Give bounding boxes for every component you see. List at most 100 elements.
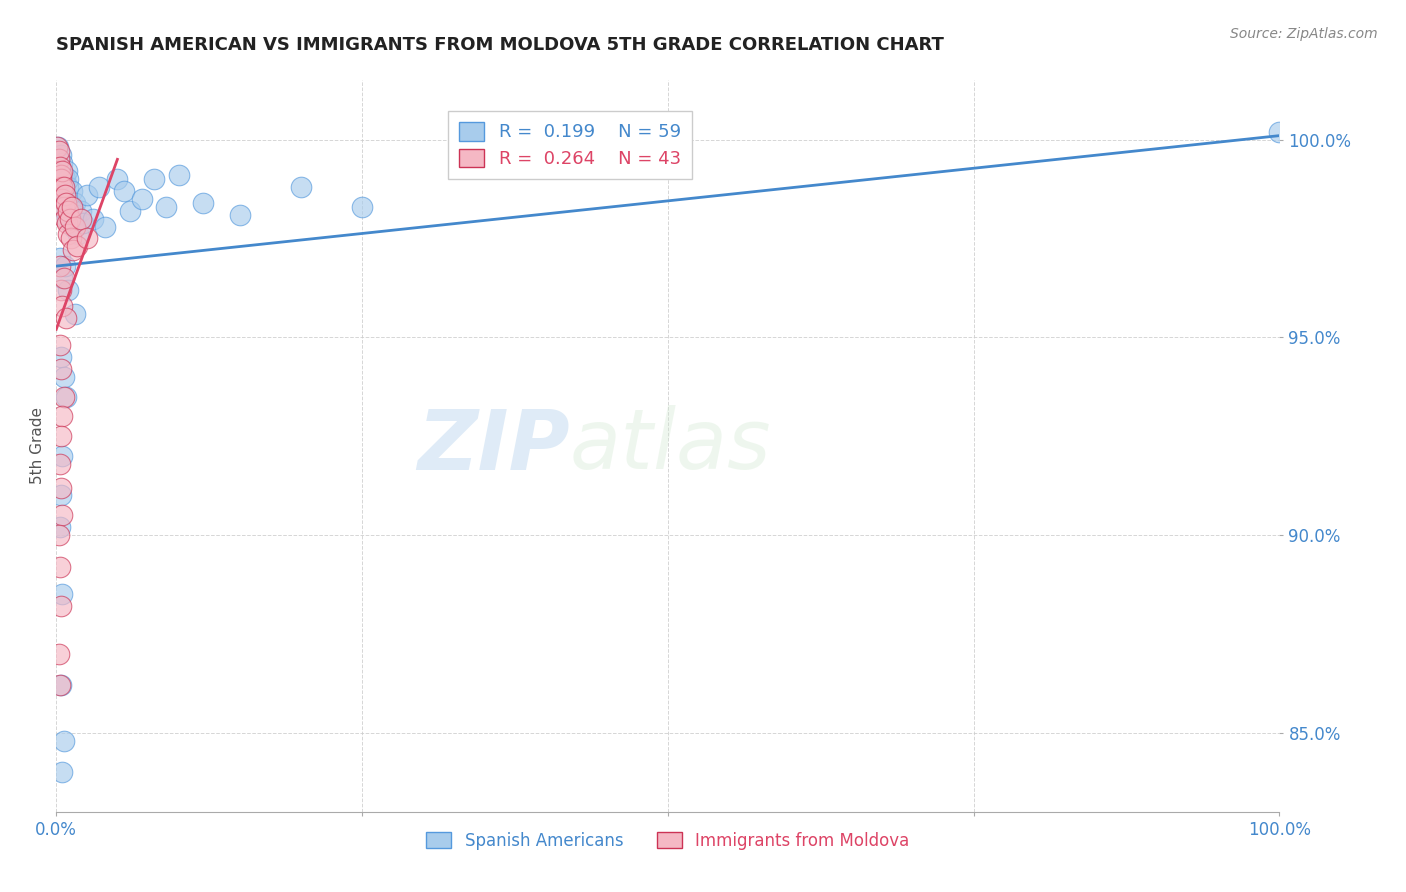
Point bbox=[49, 172, 72, 186]
Point bbox=[65, 208, 87, 222]
Point bbox=[58, 203, 80, 218]
Point bbox=[56, 211, 79, 226]
Point bbox=[59, 211, 82, 226]
Point bbox=[55, 390, 77, 404]
Point bbox=[48, 145, 70, 159]
Text: SPANISH AMERICAN VS IMMIGRANTS FROM MOLDOVA 5TH GRADE CORRELATION CHART: SPANISH AMERICAN VS IMMIGRANTS FROM MOLD… bbox=[56, 36, 943, 54]
Point bbox=[52, 192, 75, 206]
Point bbox=[52, 390, 75, 404]
Point bbox=[49, 429, 72, 443]
Point bbox=[51, 409, 73, 424]
Point bbox=[66, 239, 89, 253]
Point bbox=[52, 168, 75, 182]
Point bbox=[49, 678, 72, 692]
Point bbox=[49, 488, 72, 502]
Point bbox=[49, 520, 72, 534]
Point bbox=[51, 508, 73, 523]
Point bbox=[131, 192, 153, 206]
Point bbox=[49, 457, 72, 471]
Point bbox=[53, 259, 76, 273]
Point bbox=[51, 164, 73, 178]
Point bbox=[107, 172, 129, 186]
Point bbox=[59, 200, 82, 214]
Point bbox=[58, 172, 80, 186]
Point bbox=[1268, 125, 1291, 139]
Legend: Spanish Americans, Immigrants from Moldova: Spanish Americans, Immigrants from Moldo… bbox=[418, 823, 918, 858]
Point bbox=[49, 678, 72, 692]
Point bbox=[51, 180, 73, 194]
Point bbox=[49, 148, 72, 162]
Text: ZIP: ZIP bbox=[418, 406, 569, 486]
Point bbox=[118, 203, 141, 218]
Point bbox=[69, 211, 91, 226]
Point bbox=[48, 647, 70, 661]
Point bbox=[55, 310, 77, 325]
Point bbox=[58, 227, 80, 242]
Point bbox=[52, 369, 75, 384]
Text: Source: ZipAtlas.com: Source: ZipAtlas.com bbox=[1230, 27, 1378, 41]
Point bbox=[60, 200, 83, 214]
Point bbox=[49, 168, 72, 182]
Point bbox=[46, 140, 69, 154]
Point bbox=[48, 153, 70, 167]
Point bbox=[58, 283, 80, 297]
Point bbox=[60, 184, 83, 198]
Point bbox=[112, 184, 135, 198]
Point bbox=[62, 219, 84, 234]
Point bbox=[63, 195, 86, 210]
Text: atlas: atlas bbox=[569, 406, 772, 486]
Point bbox=[48, 153, 70, 167]
Point bbox=[155, 200, 177, 214]
Point bbox=[191, 195, 214, 210]
Point bbox=[55, 195, 77, 210]
Point bbox=[55, 188, 77, 202]
Point bbox=[49, 283, 72, 297]
Point bbox=[51, 192, 73, 206]
Point bbox=[63, 219, 86, 234]
Point bbox=[49, 559, 72, 574]
Point bbox=[67, 227, 90, 242]
Point bbox=[49, 362, 72, 376]
Point bbox=[51, 172, 73, 186]
Point bbox=[55, 164, 77, 178]
Point bbox=[49, 161, 72, 175]
Point bbox=[51, 449, 73, 463]
Point bbox=[51, 765, 73, 780]
Point bbox=[53, 200, 76, 214]
Point bbox=[49, 350, 72, 364]
Point bbox=[49, 481, 72, 495]
Point bbox=[51, 271, 73, 285]
Point bbox=[49, 161, 72, 175]
Point bbox=[49, 259, 72, 273]
Point bbox=[59, 231, 82, 245]
Point bbox=[51, 180, 73, 194]
Point bbox=[167, 168, 190, 182]
Point bbox=[76, 231, 98, 245]
Point bbox=[55, 211, 77, 226]
Y-axis label: 5th Grade: 5th Grade bbox=[30, 408, 45, 484]
Point bbox=[63, 307, 86, 321]
Point bbox=[49, 251, 72, 265]
Point bbox=[228, 208, 252, 222]
Point bbox=[51, 156, 73, 170]
Point bbox=[48, 528, 70, 542]
Point bbox=[69, 203, 91, 218]
Point bbox=[49, 599, 72, 614]
Point bbox=[55, 172, 77, 186]
Point bbox=[290, 180, 312, 194]
Point bbox=[49, 164, 72, 178]
Point bbox=[53, 176, 76, 190]
Point bbox=[56, 180, 79, 194]
Point bbox=[58, 192, 80, 206]
Point bbox=[56, 216, 79, 230]
Point bbox=[87, 180, 110, 194]
Point bbox=[82, 211, 104, 226]
Point bbox=[53, 203, 76, 218]
Point bbox=[53, 188, 76, 202]
Point bbox=[143, 172, 166, 186]
Point bbox=[51, 299, 73, 313]
Point bbox=[52, 271, 75, 285]
Point bbox=[62, 244, 84, 258]
Point bbox=[59, 211, 82, 226]
Point bbox=[52, 733, 75, 747]
